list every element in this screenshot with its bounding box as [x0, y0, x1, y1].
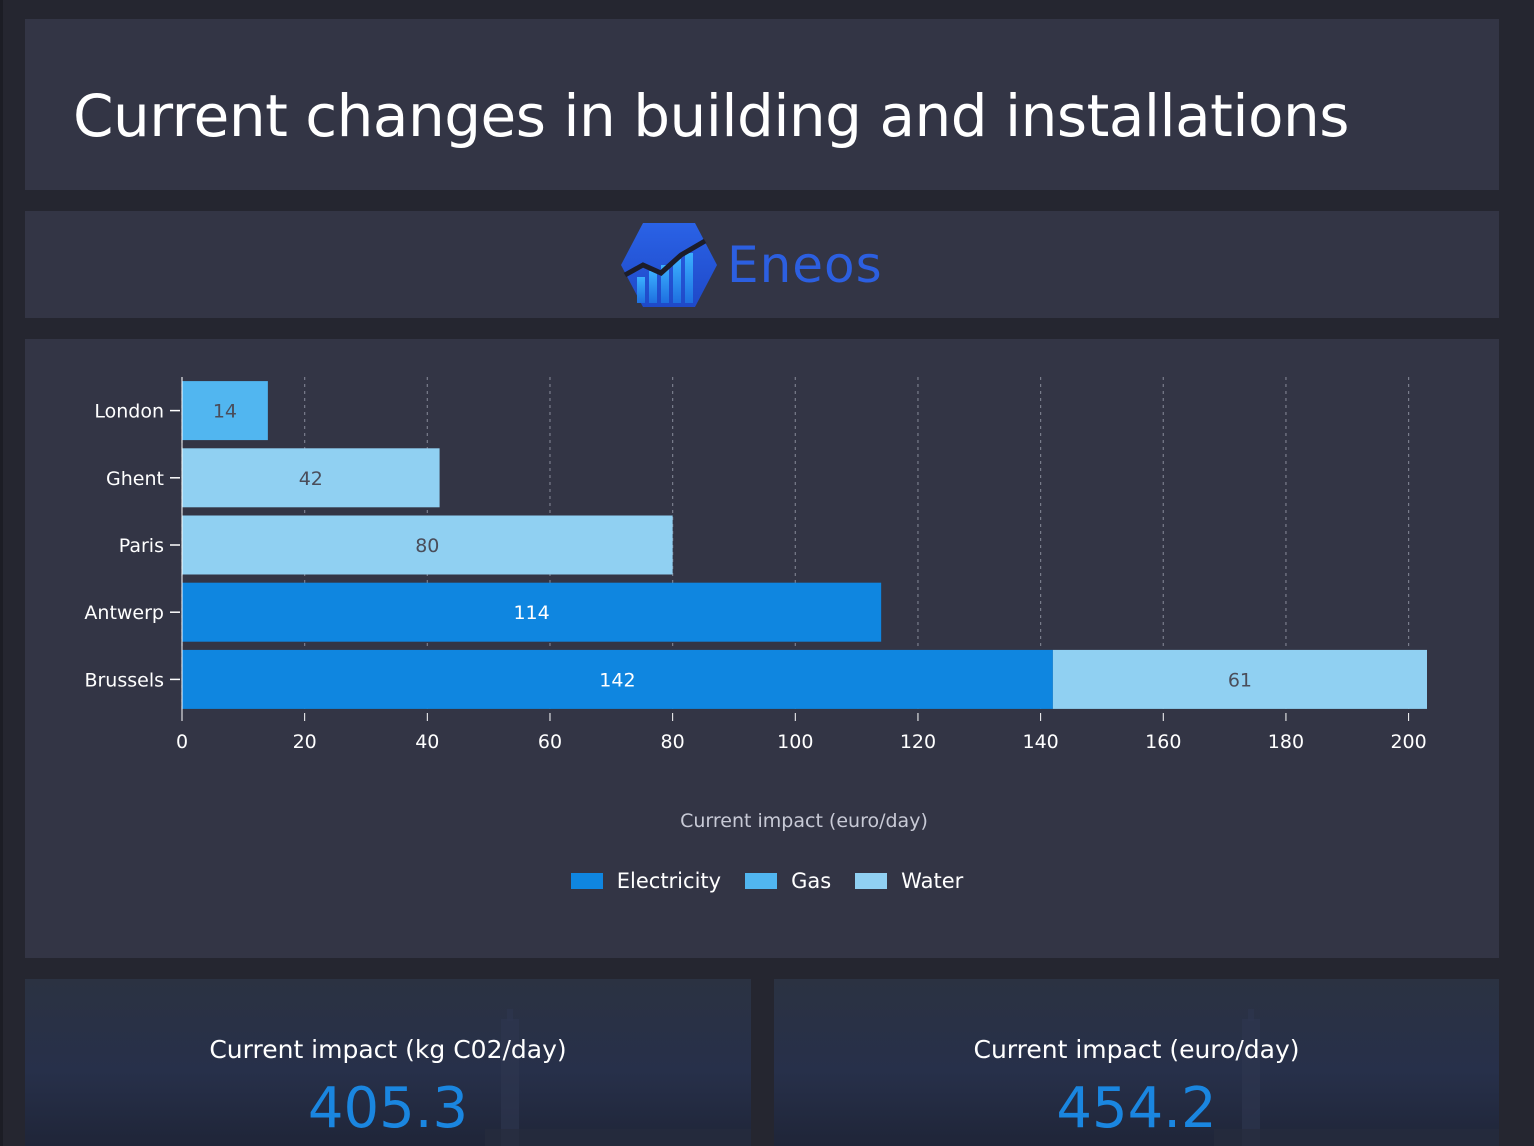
legend-swatch	[855, 873, 888, 889]
impact-chart-panel: 14 London 42 Ghent 80 Paris 114 Antwerp 142 61 Bru…	[25, 339, 1499, 958]
bar-value-label: 61	[1228, 669, 1252, 691]
bar-value-label: 42	[299, 468, 323, 490]
y-tick-label: Brussels	[84, 669, 164, 691]
bar-value-label: 142	[599, 669, 635, 691]
x-tick-label: 100	[777, 731, 813, 753]
logo-chart-icon	[621, 223, 717, 307]
co2-impact-label: Current impact (kg C02/day)	[209, 1035, 567, 1064]
x-tick-label: 140	[1022, 731, 1058, 753]
legend-label: Electricity	[616, 869, 722, 893]
chart-legend: Electricity Gas Water	[25, 869, 1499, 893]
x-tick-label: 200	[1390, 731, 1426, 753]
euro-impact-label: Current impact (euro/day)	[973, 1035, 1300, 1064]
x-tick-label: 120	[900, 731, 936, 753]
bar-value-label: 114	[513, 602, 549, 624]
legend-label: Gas	[791, 869, 832, 893]
city-skyline-background	[485, 1009, 751, 1146]
euro-impact-card: Current impact (euro/day) 454.2	[774, 979, 1499, 1146]
bar	[182, 649, 1053, 709]
y-tick-label: Antwerp	[84, 602, 164, 624]
legend-item[interactable]: Water	[855, 869, 963, 893]
x-tick-label: 80	[661, 731, 685, 753]
x-axis-title: Current impact (euro/day)	[680, 810, 928, 832]
legend-item[interactable]: Gas	[745, 869, 831, 893]
logo-text: Eneos	[727, 236, 883, 294]
legend-swatch	[745, 873, 778, 889]
co2-impact-card: Current impact (kg C02/day) 405.3	[25, 979, 751, 1146]
city-skyline-background	[1214, 1009, 1499, 1146]
y-tick-label: Ghent	[106, 468, 164, 490]
eneos-logo: Eneos	[621, 223, 921, 307]
impact-bar-chart: 14 London 42 Ghent 80 Paris 114 Antwerp 142 61 Bru…	[84, 377, 1427, 832]
bar	[182, 582, 882, 642]
bar	[182, 381, 268, 441]
x-tick-label: 180	[1268, 731, 1304, 753]
x-tick-label: 0	[176, 731, 188, 753]
bar-value-label: 14	[213, 401, 237, 423]
y-tick-label: London	[94, 401, 164, 423]
legend-label: Water	[901, 869, 964, 893]
x-tick-label: 60	[538, 731, 562, 753]
bar	[182, 448, 440, 508]
legend-item[interactable]: Electricity	[570, 869, 722, 893]
x-tick-label: 40	[415, 731, 439, 753]
x-tick-label: 20	[293, 731, 317, 753]
y-tick-label: Paris	[119, 535, 164, 557]
euro-impact-value: 454.2	[1056, 1076, 1217, 1141]
bar	[182, 515, 673, 575]
page-title: Current changes in building and installa…	[73, 82, 1349, 150]
logo-panel: Eneos	[25, 211, 1499, 318]
bar-value-label: 80	[415, 535, 439, 557]
co2-impact-value: 405.3	[307, 1076, 469, 1141]
legend-swatch	[570, 873, 603, 889]
x-tick-label: 160	[1145, 731, 1181, 753]
title-panel: Current changes in building and installa…	[25, 19, 1499, 190]
bar	[1052, 649, 1427, 709]
